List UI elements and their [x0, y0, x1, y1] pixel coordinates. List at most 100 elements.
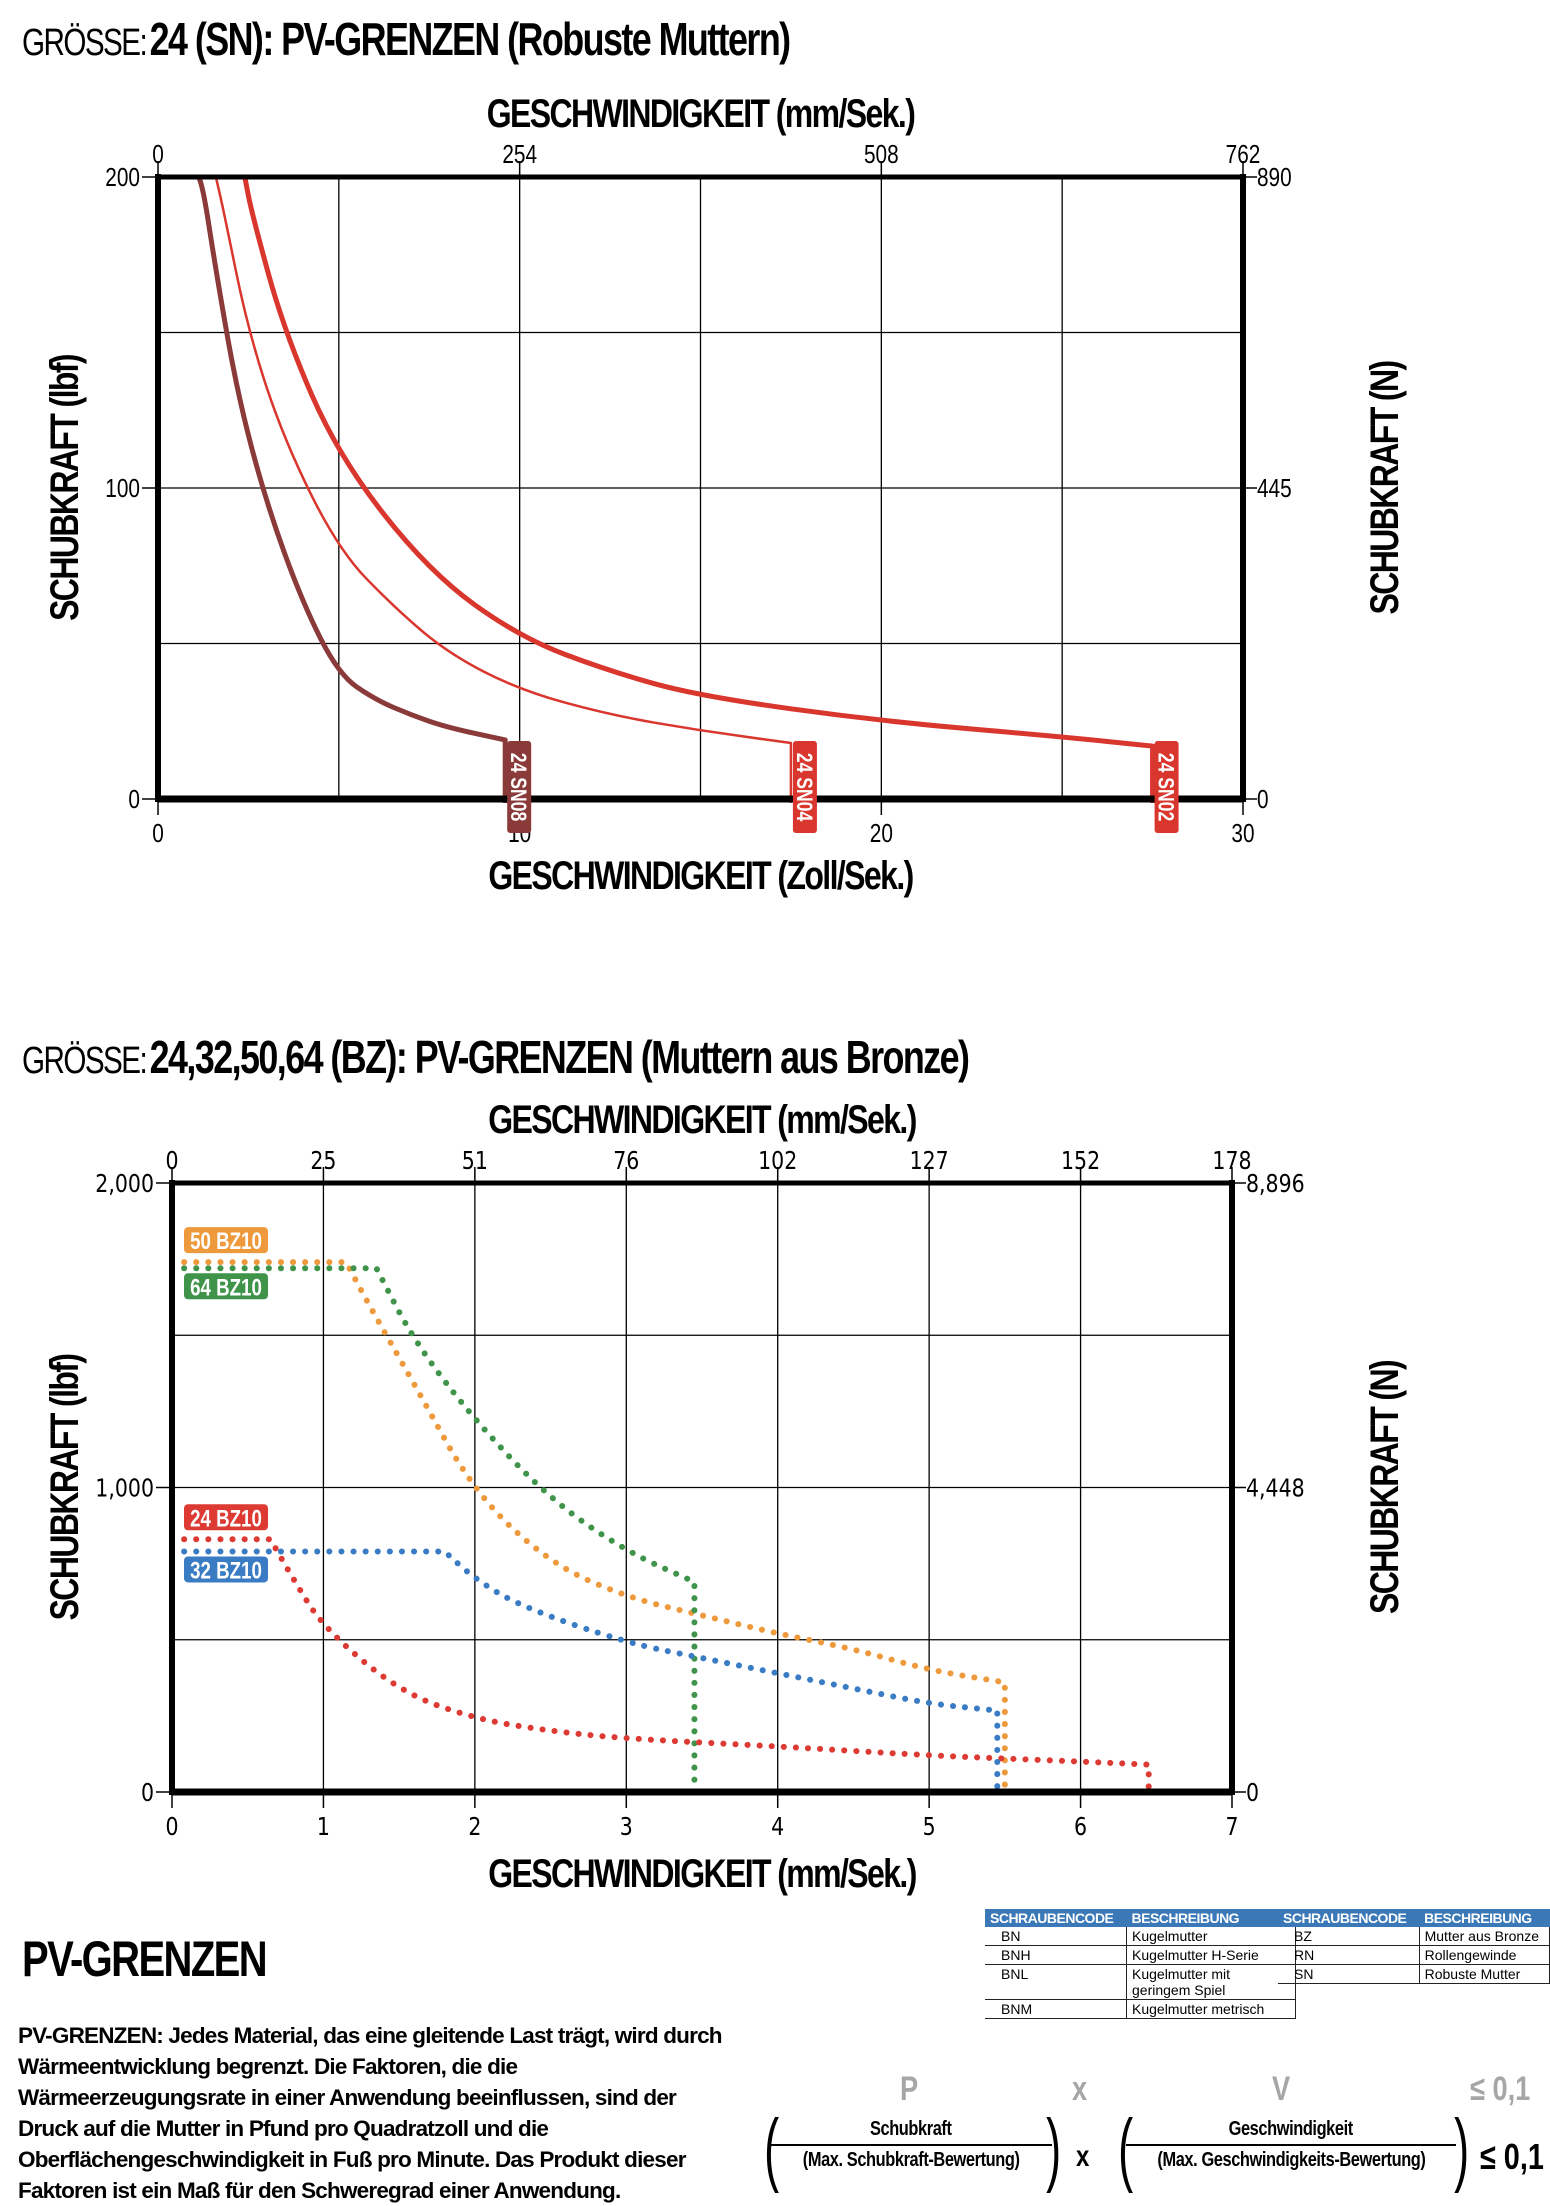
series-line-32-bz10 — [169, 1548, 1001, 1795]
x2-tick-label: 178 — [1212, 1147, 1251, 1175]
chart2-title-prefix: GRÖSSE: — [22, 1040, 148, 1082]
table1-code: BNM — [985, 1999, 1127, 2019]
fraction-speed-denominator: (Max. Geschwindigkeits-Bewertung) — [1156, 2149, 1426, 2171]
table1-header-desc: BESCHREIBUNG — [1126, 1909, 1296, 1927]
fraction-thrust-numerator: Schubkraft — [770, 2118, 1052, 2146]
x2-tick-label: 51 — [462, 1147, 488, 1175]
series-line-24-bz10 — [169, 1536, 1152, 1795]
formula-limit-2: ≤ 0,1 — [1480, 2136, 1544, 2177]
chart-sn-pv-limits: 0 10 20 300 254 508 76201002000445890GESCHWIND… — [42, 91, 1407, 898]
x2-tick-label: 127 — [910, 1147, 949, 1175]
y2-tick-label: 8,896 — [1246, 1170, 1305, 1198]
table1-desc: Kugelmutter mit geringem Spiel — [1126, 1964, 1296, 2000]
pv-paragraph-text: PV-GRENZEN: Jedes Material, das eine gle… — [18, 2023, 723, 2203]
y-axis-title: SCHUBKRAFT (lbf) — [42, 354, 87, 621]
x2-tick-label: 0 — [165, 1147, 178, 1175]
series-line-24-sn02 — [158, 174, 1156, 803]
series-label-text: 24 SN02 — [1153, 753, 1177, 821]
x-tick-label: 7 — [1225, 1813, 1238, 1841]
paren-close-1: ) — [1046, 2103, 1062, 2194]
table-row: BNM Kugelmutter metrisch — [985, 1999, 1296, 2019]
legend-badge-text: 32 BZ10 — [190, 1557, 262, 1584]
table-row: RN Rollengewinde — [1278, 1945, 1550, 1965]
code-table-1: SCHRAUBENCODE BESCHREIBUNG BN Kugelmutte… — [985, 1909, 1296, 2019]
series-line-24-sn04 — [158, 175, 793, 803]
chart2-title: GRÖSSE: 24,32,50,64 (BZ): PV-GRENZEN (Mu… — [22, 1030, 1235, 1084]
legend-badge-64-bz10: 64 BZ10 — [184, 1273, 268, 1301]
series-label-badge — [507, 741, 532, 833]
legend-badge-bg — [184, 1273, 268, 1300]
y-tick-label: 100 — [105, 474, 140, 503]
x2-tick-label: 0 — [152, 140, 164, 169]
formula-v: V — [1272, 2070, 1291, 2108]
series-line-24-sn08 — [158, 174, 508, 803]
table-row: BZ Mutter aus Bronze — [1278, 1927, 1550, 1946]
series-label-badge — [792, 741, 817, 833]
x-tick-label: 6 — [1074, 1813, 1087, 1841]
table-row: BNL Kugelmutter mit geringem Spiel — [985, 1964, 1296, 2000]
y2-tick-label: 4,448 — [1246, 1475, 1305, 1503]
legend-badge-24-bz10: 24 BZ10 — [184, 1504, 268, 1532]
y2-tick-label: 445 — [1257, 474, 1292, 503]
legend-badge-text: 24 BZ10 — [190, 1505, 262, 1532]
y-tick-label: 1,000 — [95, 1475, 154, 1503]
x-tick-label: 1 — [317, 1813, 330, 1841]
chart2-title-main: 24,32,50,64 (BZ): PV-GRENZEN (Muttern au… — [149, 1031, 970, 1083]
chart1-title: GRÖSSE: 24 (SN): PV-GRENZEN (Robuste Mut… — [22, 12, 1006, 66]
legend-badge-32-bz10: 32 BZ10 — [184, 1556, 268, 1584]
chart1-title-main: 24 (SN): PV-GRENZEN (Robuste Muttern) — [149, 13, 792, 65]
table2-desc: Mutter aus Bronze — [1419, 1927, 1550, 1946]
fraction-thrust: Schubkraft (Max. Schubkraft-Bewertung) — [770, 2118, 1052, 2172]
x-axis-title: GESCHWINDIGKEIT (mm/Sek.) — [488, 1851, 916, 1896]
legend-badge-bg — [184, 1227, 268, 1254]
y-tick-label: 200 — [105, 163, 140, 192]
paren-open-2: ( — [1118, 2103, 1134, 2194]
y-tick-label: 0 — [128, 785, 140, 814]
y2-axis-title: SCHUBKRAFT (N) — [1362, 361, 1407, 615]
table2-desc: Robuste Mutter — [1419, 1964, 1550, 1984]
x2-axis-title: GESCHWINDIGKEIT (mm/Sek.) — [488, 1097, 916, 1142]
table1-desc: Kugelmutter — [1126, 1927, 1296, 1946]
paren-open-1: ( — [764, 2103, 780, 2194]
x-tick-label: 0 — [152, 819, 164, 848]
table2-header-code: SCHRAUBENCODE — [1278, 1909, 1420, 1927]
legend-badge-text: 50 BZ10 — [190, 1228, 262, 1255]
table-row: SN Robuste Mutter — [1278, 1964, 1550, 1984]
table1-code: BNH — [985, 1945, 1127, 1965]
series-label-text: 24 SN04 — [791, 753, 815, 821]
table2-desc: Rollengewinde — [1419, 1945, 1550, 1965]
legend-badge-bg — [184, 1556, 268, 1583]
paren-close-2: ) — [1454, 2103, 1470, 2194]
table1-code: BN — [985, 1927, 1127, 1946]
table2-code: RN — [1278, 1945, 1420, 1965]
x-tick-label: 4 — [771, 1813, 784, 1841]
x2-axis-title: GESCHWINDIGKEIT (mm/Sek.) — [487, 91, 915, 136]
y2-axis-title: SCHUBKRAFT (N) — [1362, 1360, 1407, 1614]
table2-header-desc: BESCHREIBUNG — [1419, 1909, 1550, 1927]
chart-bz-pv-limits: 0 1 2 3 4 5 6 70 25 51 76 102 127 152 17801,0002,00004… — [42, 1097, 1407, 1896]
x-tick-label: 5 — [923, 1813, 936, 1841]
x-tick-label: 3 — [620, 1813, 633, 1841]
table2-code: SN — [1278, 1964, 1420, 1984]
table-row: BNH Kugelmutter H-Serie — [985, 1945, 1296, 1965]
table-row: BN Kugelmutter — [985, 1927, 1296, 1946]
legend-badge-text: 64 BZ10 — [190, 1274, 262, 1301]
pv-section-heading: PV-GRENZEN — [22, 1930, 327, 1988]
y-tick-label: 0 — [141, 1779, 154, 1807]
y2-tick-label: 890 — [1257, 163, 1292, 192]
x2-tick-label: 25 — [310, 1147, 336, 1175]
chart1-title-prefix: GRÖSSE: — [22, 22, 148, 64]
x2-tick-label: 254 — [502, 140, 537, 169]
x-axis-title: GESCHWINDIGKEIT (Zoll/Sek.) — [488, 853, 913, 898]
x2-tick-label: 762 — [1226, 140, 1261, 169]
series-label-24-sn08: 24 SN08 — [506, 741, 532, 833]
table1-desc: Kugelmutter H-Serie — [1126, 1945, 1296, 1965]
series-label-text: 24 SN08 — [506, 753, 530, 821]
legend-badge-bg — [184, 1504, 268, 1531]
y2-tick-label: 0 — [1246, 1779, 1259, 1807]
pv-section-paragraph: PV-GRENZEN: Jedes Material, das eine gle… — [18, 2020, 738, 2206]
fraction-speed-numerator: Geschwindigkeit — [1126, 2118, 1456, 2146]
pv-heading-text: PV-GRENZEN — [22, 1931, 268, 1987]
y-tick-label: 2,000 — [95, 1170, 154, 1198]
formula-x: x — [1072, 2070, 1088, 2108]
